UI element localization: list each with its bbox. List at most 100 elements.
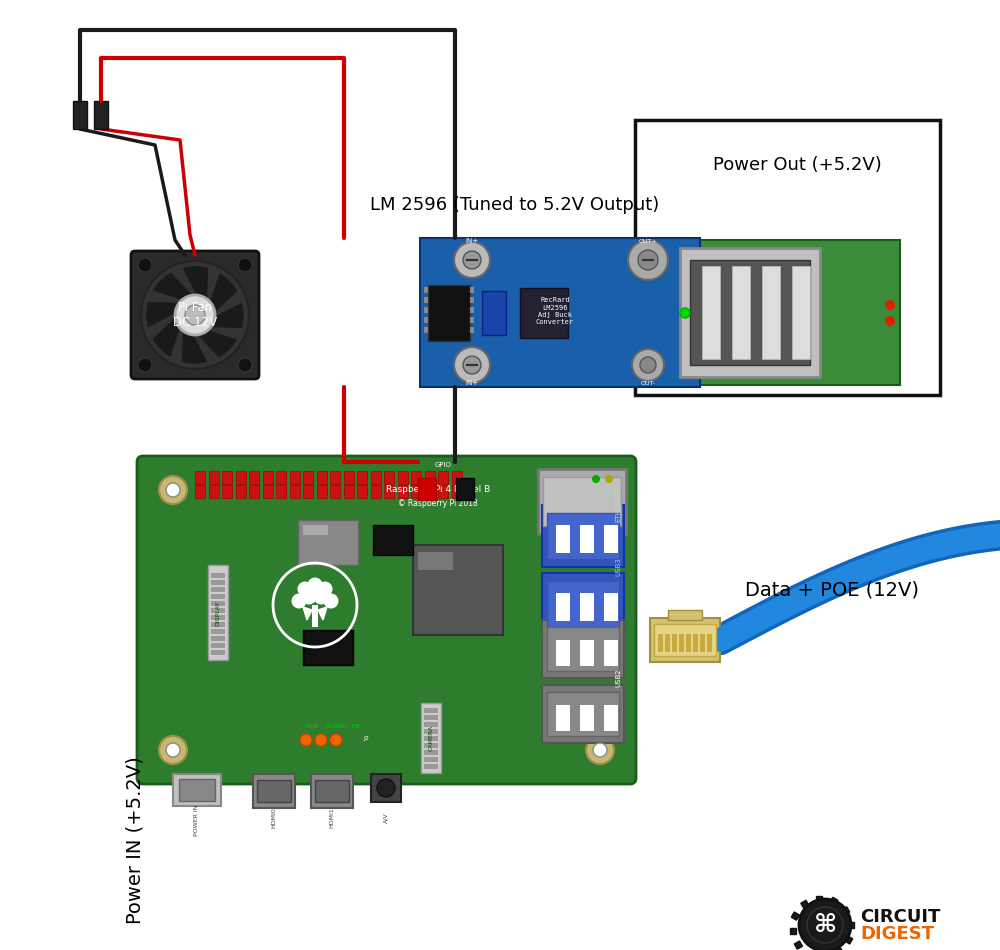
Bar xyxy=(547,627,619,671)
Bar xyxy=(276,471,286,484)
Text: USB2: USB2 xyxy=(615,669,621,687)
FancyBboxPatch shape xyxy=(131,251,259,379)
Bar xyxy=(542,505,624,567)
Bar xyxy=(424,750,438,755)
Bar xyxy=(211,594,225,599)
Bar xyxy=(173,774,221,806)
Circle shape xyxy=(586,736,614,764)
Bar xyxy=(208,471,218,484)
Text: ⌘: ⌘ xyxy=(813,913,837,937)
Bar xyxy=(418,478,436,500)
Circle shape xyxy=(377,779,395,797)
Bar xyxy=(257,780,291,802)
Bar xyxy=(650,618,720,662)
Text: RUN  GLOBAL_EN: RUN GLOBAL_EN xyxy=(307,723,359,729)
Bar xyxy=(580,640,594,666)
Text: IN+: IN+ xyxy=(465,380,479,386)
Text: DIGEST: DIGEST xyxy=(860,925,934,943)
Bar xyxy=(195,471,205,484)
Circle shape xyxy=(300,734,312,746)
Bar xyxy=(316,471,326,484)
Bar xyxy=(543,477,621,526)
Bar xyxy=(211,573,225,578)
Bar xyxy=(707,634,712,652)
Bar xyxy=(236,471,246,484)
Bar xyxy=(211,622,225,627)
Circle shape xyxy=(138,358,152,372)
Bar xyxy=(580,593,594,621)
Bar xyxy=(604,525,618,553)
Bar xyxy=(211,636,225,641)
Circle shape xyxy=(592,475,600,483)
Bar xyxy=(456,478,474,500)
Bar xyxy=(357,471,367,484)
Circle shape xyxy=(324,594,338,609)
Circle shape xyxy=(454,242,490,278)
Text: CAMERA: CAMERA xyxy=(428,725,434,751)
Bar xyxy=(211,650,225,655)
Circle shape xyxy=(586,476,614,504)
Bar xyxy=(222,485,232,498)
Bar xyxy=(556,593,570,621)
Bar xyxy=(693,634,698,652)
Bar xyxy=(236,485,246,498)
Bar xyxy=(384,471,394,484)
Bar xyxy=(538,469,626,534)
Bar xyxy=(316,485,326,498)
Bar xyxy=(580,525,594,553)
Bar xyxy=(211,629,225,634)
Bar xyxy=(424,307,428,313)
Bar xyxy=(686,634,691,652)
Bar xyxy=(452,485,462,498)
Polygon shape xyxy=(153,315,181,356)
Text: OUT+: OUT+ xyxy=(639,239,657,244)
Bar xyxy=(424,729,438,734)
Bar xyxy=(845,936,853,944)
Bar xyxy=(604,593,618,621)
Bar xyxy=(424,327,428,333)
Bar xyxy=(470,327,474,333)
Circle shape xyxy=(632,349,664,381)
Bar xyxy=(672,634,677,652)
Circle shape xyxy=(315,734,327,746)
Bar xyxy=(370,471,380,484)
Bar xyxy=(842,907,850,915)
Circle shape xyxy=(463,356,481,374)
Circle shape xyxy=(141,261,249,369)
Bar xyxy=(298,520,358,565)
Polygon shape xyxy=(184,267,207,304)
Bar xyxy=(211,615,225,620)
Bar xyxy=(665,634,670,652)
Bar xyxy=(792,266,810,359)
Text: Data + POE (12V): Data + POE (12V) xyxy=(745,580,919,599)
Bar xyxy=(424,708,438,713)
Circle shape xyxy=(318,581,332,597)
Text: Raspberry Pi 4 Model B: Raspberry Pi 4 Model B xyxy=(386,485,490,495)
Bar xyxy=(830,898,838,905)
Circle shape xyxy=(593,483,607,497)
Bar xyxy=(276,485,286,498)
Bar xyxy=(424,471,434,484)
Bar xyxy=(290,471,300,484)
Bar xyxy=(424,757,438,762)
Text: HDMI0: HDMI0 xyxy=(272,808,276,828)
Circle shape xyxy=(159,476,187,504)
Bar xyxy=(654,624,716,656)
Bar xyxy=(542,685,624,743)
Bar xyxy=(438,471,448,484)
Text: DISPLAY: DISPLAY xyxy=(216,600,220,626)
Bar xyxy=(424,287,428,293)
Text: IN+: IN+ xyxy=(465,238,479,244)
Circle shape xyxy=(799,899,851,950)
Circle shape xyxy=(605,475,613,483)
Text: GPIO: GPIO xyxy=(435,462,451,468)
Text: CIRCUIT: CIRCUIT xyxy=(860,908,940,926)
Bar xyxy=(357,485,367,498)
Bar xyxy=(762,266,780,359)
Bar xyxy=(211,643,225,648)
Bar xyxy=(208,485,218,498)
Polygon shape xyxy=(147,303,184,327)
Text: OUT-: OUT- xyxy=(640,381,656,386)
Bar xyxy=(790,928,796,934)
Bar xyxy=(635,120,940,395)
